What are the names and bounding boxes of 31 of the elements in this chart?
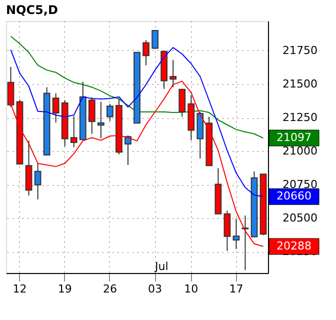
x-tick-label: 17 [229, 282, 244, 296]
candlestick [224, 210, 231, 252]
candlestick [106, 103, 114, 122]
x-tick-label: 03 [148, 282, 162, 296]
line-series [10, 36, 264, 139]
y-tick-label: 21750 [282, 44, 318, 57]
line-series [10, 47, 264, 198]
x-tick-label: 12 [12, 282, 27, 296]
text: 20660 [276, 190, 312, 203]
candlestick [97, 101, 104, 139]
candlestick [178, 88, 186, 118]
x-tick-label: 26 [102, 282, 117, 296]
y-tick-label: 20500 [282, 212, 318, 225]
candlestick [34, 162, 42, 200]
y-tick-label: 21500 [282, 78, 318, 90]
x-tick-label: 10 [184, 282, 198, 296]
y-tick-label: 21000 [282, 144, 318, 158]
x-tick-label: 19 [58, 282, 72, 296]
candlestick [70, 116, 78, 148]
y-tick-label: 21250 [282, 111, 318, 124]
chart-title: NQC5,D [6, 3, 58, 17]
candlestick [124, 134, 132, 166]
y-tick-label: 20750 [282, 178, 318, 192]
text: 21097 [276, 131, 312, 144]
text: 20288 [276, 239, 312, 252]
annotation: Jul [154, 260, 168, 273]
candlestick [52, 92, 60, 124]
candlestick [142, 40, 150, 66]
candlestick [232, 218, 240, 250]
candlestick [152, 30, 158, 50]
candlestick [88, 96, 96, 134]
